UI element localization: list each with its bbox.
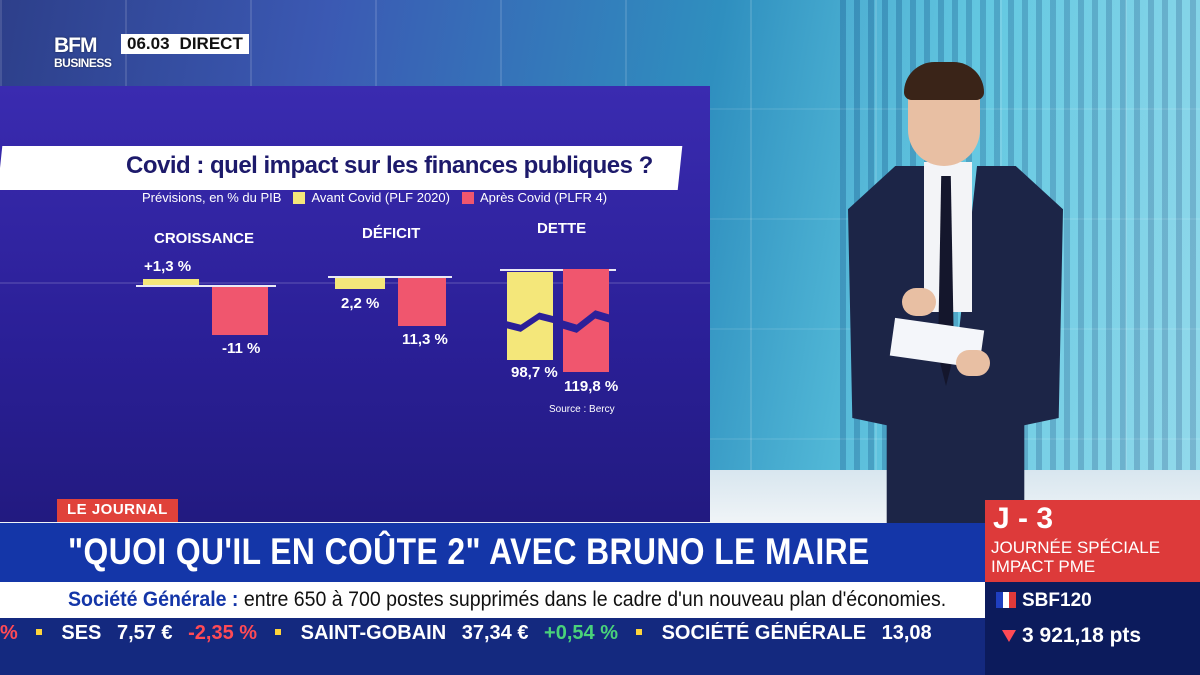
group-label-dette: DETTE [537, 220, 587, 237]
program-tag: LE JOURNAL [57, 499, 178, 522]
ticker-change: -2,35 % [188, 622, 258, 644]
bar-croissance-after [212, 287, 268, 335]
index-box [985, 582, 1200, 675]
presenter-hand-left [902, 288, 936, 316]
infographic-title: Covid : quel impact sur les finances pub… [126, 152, 653, 179]
value-deficit-before: 2,2 % [341, 295, 380, 312]
bar-dette-before [507, 272, 553, 360]
news-crawl: Société Générale : entre 650 à 700 poste… [68, 588, 946, 612]
news-text: entre 650 à 700 postes supprimés dans le… [243, 588, 947, 611]
ticker-change: +0,54 % [544, 622, 618, 644]
live-label: DIRECT [179, 34, 243, 53]
channel-logo: BFM BUSINESS [54, 34, 118, 74]
ticker-price: 7,57 € [116, 622, 173, 644]
source-note: Source : Bercy [549, 404, 615, 415]
legend-after: Après Covid (PLFR 4) [479, 190, 608, 205]
arrow-down-icon [1002, 630, 1016, 642]
countdown-line2: IMPACT PME [991, 557, 1096, 576]
infographic-screen: Covid : quel impact sur les finances pub… [0, 86, 710, 522]
ticker-name: SOCIÉTÉ GÉNÉRALE [661, 622, 867, 644]
logo-bottom-text: BUSINESS [54, 56, 112, 70]
axis-dette [500, 269, 616, 271]
index-name: SBF120 [1022, 590, 1092, 611]
legend-before: Avant Covid (PLF 2020) [311, 190, 450, 205]
countdown-line1: JOURNÉE SPÉCIALE [991, 538, 1161, 557]
ticker-name: SES [61, 622, 102, 644]
group-label-deficit: DÉFICIT [362, 225, 421, 242]
value-dette-after: 119,8 % [564, 378, 619, 395]
legend-prefix: Prévisions, en % du PIB [142, 190, 282, 205]
legend-swatch-before [293, 191, 306, 204]
bar-deficit-before [335, 278, 385, 289]
countdown-label: J - 3 [993, 502, 1054, 535]
group-label-croissance: CROISSANCE [154, 230, 255, 247]
ticker-lead-fragment: % [0, 622, 18, 644]
index-value: 3 921,18 pts [1022, 624, 1142, 647]
value-croissance-after: -11 % [222, 340, 261, 357]
news-bar [0, 582, 985, 618]
presenter-hair [904, 62, 984, 100]
legend: Prévisions, en % du PIB Avant Covid (PLF… [142, 190, 607, 205]
headline-bar [0, 523, 985, 582]
logo-top-text: BFM [54, 34, 97, 57]
news-company: Société Générale : [68, 588, 239, 611]
france-flag-icon [996, 592, 1017, 608]
value-croissance-before: +1,3 % [144, 258, 192, 275]
ticker-price: 37,34 € [461, 622, 529, 644]
value-deficit-after: 11,3 % [402, 331, 448, 348]
presenter-hand-right [956, 350, 990, 376]
bar-deficit-after [398, 278, 446, 326]
axis-croissance [136, 285, 276, 287]
value-dette-before: 98,7 % [511, 364, 558, 381]
countdown-box: J - 3 JOURNÉE SPÉCIALE IMPACT PME [985, 500, 1200, 582]
clock-box: 06.03 DIRECT [121, 34, 249, 54]
ticker-price: 13,08 [881, 622, 932, 644]
bar-dette-after [563, 269, 609, 372]
headline: "QUOI QU'IL EN COÛTE 2" AVEC BRUNO LE MA… [68, 531, 870, 572]
ticker-name: SAINT-GOBAIN [300, 622, 447, 644]
ticker-bar [0, 618, 985, 675]
presenter [848, 62, 1063, 526]
stock-ticker: % SES 7,57 € -2,35 % SAINT-GOBAIN 37,34 … [0, 622, 985, 650]
ticker-separator [275, 629, 282, 636]
legend-swatch-after [461, 191, 474, 204]
ticker-separator [636, 629, 642, 636]
bar-croissance-before [143, 279, 199, 285]
clock-time: 06.03 [127, 34, 170, 53]
ticker-separator [35, 629, 42, 636]
axis-deficit [328, 276, 452, 278]
